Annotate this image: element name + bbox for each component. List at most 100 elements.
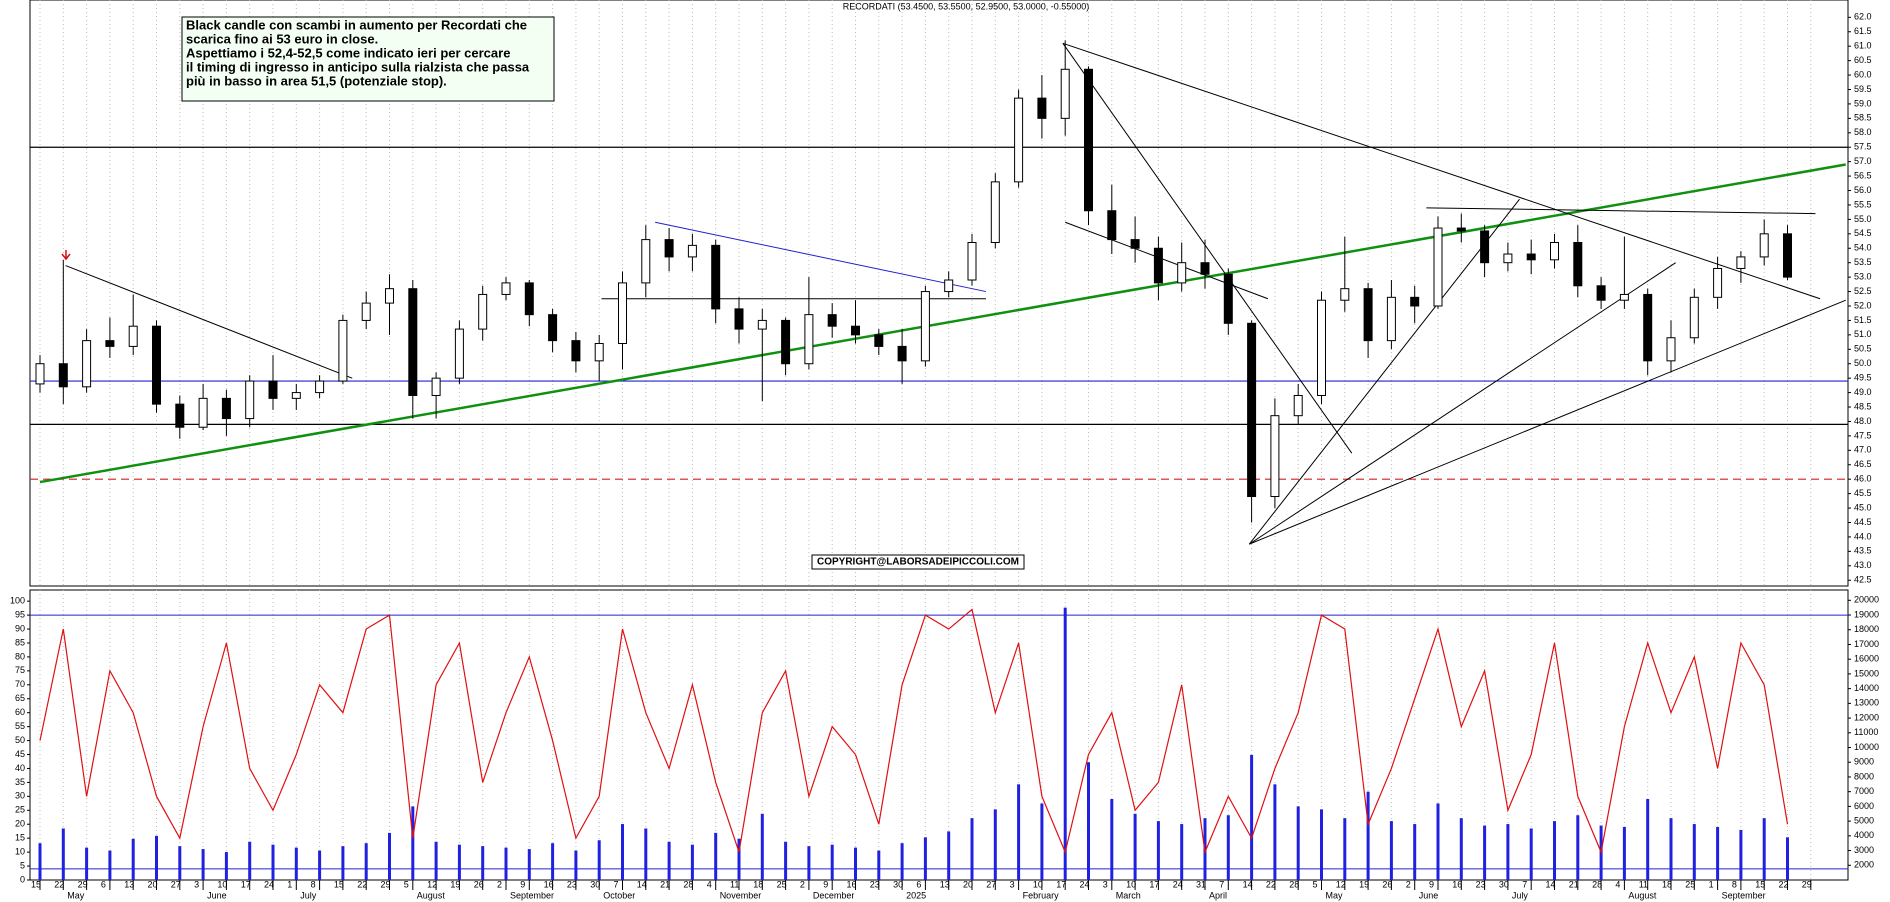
candle-body [1130, 239, 1140, 249]
month-label: October [603, 890, 635, 900]
month-label: July [300, 890, 317, 900]
volume-bar [597, 840, 601, 880]
annotation-box [181, 16, 555, 102]
candle-body [827, 314, 837, 327]
volume-bar [970, 818, 974, 880]
candle-body [1456, 227, 1466, 232]
y-tick-label: 42.5 [1854, 575, 1872, 585]
y-tick-label: 50 [15, 735, 25, 745]
y-tick-label: 44.5 [1854, 517, 1872, 527]
y-tick-label: 25 [15, 805, 25, 815]
x-tick-label: 19 [1359, 879, 1369, 889]
x-tick-label: 17 [1056, 879, 1066, 889]
candle-body [431, 377, 441, 396]
candle-body [1014, 97, 1024, 183]
volume-bar [155, 835, 158, 880]
x-tick-label: 25 [777, 879, 787, 889]
x-tick-label: 11 [1639, 879, 1648, 889]
candle-body [268, 380, 278, 399]
x-tick-label: 1 [1709, 879, 1714, 889]
x-tick-label: 24 [264, 879, 274, 889]
x-tick-label: 9 [520, 879, 525, 889]
trend-line [1248, 262, 1676, 545]
y-tick-label: 45.0 [1854, 502, 1872, 512]
candle-body [1107, 210, 1117, 241]
y2-tick-label: 16000 [1854, 654, 1879, 664]
y-tick-label: 57.5 [1854, 142, 1872, 152]
x-tick-label: 13 [940, 879, 950, 889]
candle-body [1526, 253, 1536, 261]
x-tick-label: 14 [1243, 879, 1253, 889]
y-tick-label: 30 [15, 791, 25, 801]
candle-body [478, 293, 488, 330]
volume-bar [1226, 815, 1230, 880]
arrow-marker [61, 250, 71, 261]
y2-tick-label: 2000 [1854, 860, 1874, 870]
oscillator-line [39, 608, 1789, 855]
x-tick-label: 20 [148, 879, 158, 889]
x-tick-label: 27 [986, 879, 996, 889]
x-tick-label: 17 [1149, 879, 1159, 889]
volume-bar [1250, 754, 1254, 880]
y2-tick-label: 8000 [1854, 771, 1874, 781]
x-tick-label: 24 [1080, 879, 1090, 889]
volume-bar [1413, 824, 1417, 880]
x-tick-label: 15 [334, 879, 344, 889]
y2-tick-label: 15000 [1854, 668, 1879, 678]
x-tick-label: 2 [800, 879, 805, 889]
candle-body [1433, 227, 1443, 307]
x-tick-label: 28 [1289, 879, 1299, 889]
volume-bar [1669, 818, 1673, 880]
candle-body [1759, 233, 1769, 258]
candle-body [1060, 68, 1070, 119]
candle-body [944, 279, 954, 293]
candle-body [1200, 262, 1210, 275]
volume-bar [1762, 818, 1766, 880]
trend-line [1248, 198, 1520, 545]
candle-body [35, 363, 45, 385]
month-label: March [1116, 890, 1141, 900]
candle-body [1270, 415, 1280, 498]
candle-body [990, 181, 1000, 243]
volume-bar [1553, 821, 1556, 880]
x-tick-label: 22 [1779, 879, 1789, 889]
volume-bar [457, 844, 461, 880]
y-tick-label: 58.5 [1854, 113, 1872, 123]
volume-bar [1459, 818, 1463, 880]
month-label: April [1209, 890, 1227, 900]
x-tick-label: 5 [404, 879, 409, 889]
y-tick-label: 47.5 [1854, 430, 1872, 440]
x-tick-label: 25 [1685, 879, 1695, 889]
candle-body [687, 244, 697, 258]
volume-bar [364, 843, 368, 880]
candle-body [734, 308, 744, 330]
y2-tick-label: 4000 [1854, 830, 1874, 840]
trend-line [39, 163, 1846, 484]
x-tick-label: 7 [614, 879, 619, 889]
candle-body [198, 397, 208, 428]
candle-body [1573, 241, 1583, 287]
volume-bar [1133, 813, 1137, 880]
candle-body [1340, 288, 1350, 301]
candle-body [1619, 293, 1629, 301]
candle-body [1317, 299, 1326, 396]
volume-bar [178, 846, 182, 880]
y-tick-label: 5 [20, 860, 25, 870]
volume-bar [1063, 607, 1067, 880]
candle-body [1223, 273, 1233, 324]
x-tick-label: 26 [1382, 879, 1392, 889]
candle-body [967, 241, 977, 281]
y-tick-label: 43.5 [1854, 546, 1872, 556]
x-tick-label: 10 [217, 879, 227, 889]
x-tick-label: 9 [1429, 879, 1434, 889]
candle-body [1736, 256, 1746, 269]
y2-tick-label: 9000 [1854, 757, 1874, 767]
x-tick-label: 6 [916, 879, 921, 889]
candle-body [128, 325, 138, 347]
x-tick-label: 8 [1732, 879, 1737, 889]
volume-bar [714, 832, 718, 880]
y-tick-label: 52.5 [1854, 286, 1872, 296]
y2-tick-label: 5000 [1854, 815, 1874, 825]
x-tick-label: 22 [54, 879, 64, 889]
x-tick-label: 30 [590, 879, 600, 889]
